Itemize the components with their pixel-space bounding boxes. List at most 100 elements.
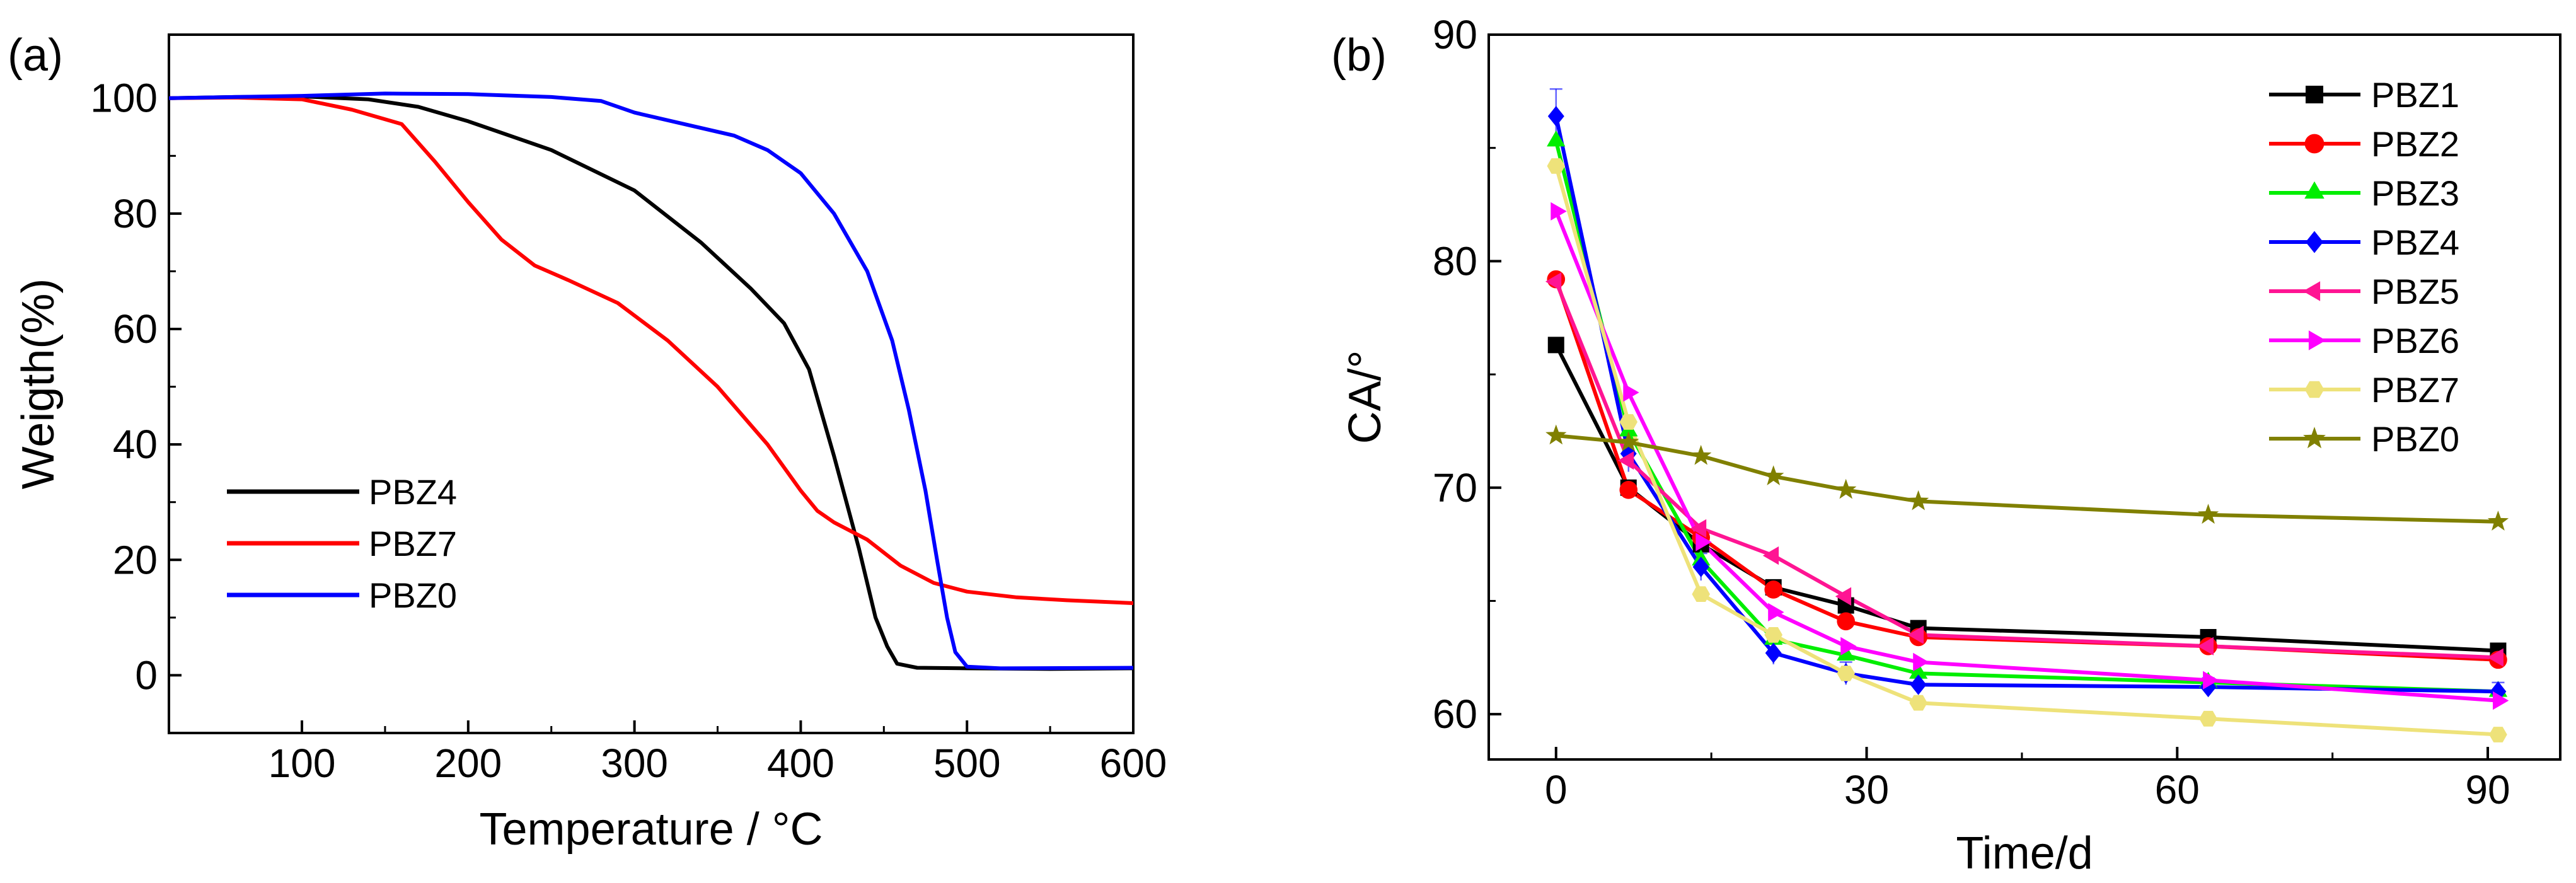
data-point-pbz5 bbox=[2487, 648, 2504, 667]
y-tick-label: 0 bbox=[135, 652, 158, 698]
data-point-pbz5 bbox=[2197, 637, 2214, 655]
panel-b-plot-frame bbox=[1487, 33, 2562, 761]
data-point-pbz0 bbox=[1618, 431, 1639, 452]
data-point-pbz2 bbox=[1764, 580, 1782, 599]
data-point-pbz7 bbox=[1764, 627, 1782, 643]
data-point-pbz7 bbox=[1909, 695, 1927, 711]
data-point-pbz0 bbox=[1835, 478, 1857, 499]
data-point-pbz0 bbox=[1545, 424, 1567, 445]
legend-label: PBZ7 bbox=[2371, 370, 2459, 410]
data-point-pbz6 bbox=[1551, 202, 1567, 221]
series-line-pbz0 bbox=[1556, 434, 2498, 524]
data-point-pbz2 bbox=[1837, 612, 1855, 631]
data-point-pbz5 bbox=[1617, 451, 1634, 470]
data-point-pbz5 bbox=[1907, 625, 1924, 644]
x-tick-label: 300 bbox=[601, 741, 668, 786]
legend-marker-pbz4 bbox=[2306, 231, 2323, 253]
x-tick-label: 90 bbox=[2465, 767, 2510, 812]
data-point-pbz0 bbox=[2197, 504, 2219, 524]
panel-a-y-axis-label: Weigth(%) bbox=[13, 279, 64, 490]
data-point-pbz6 bbox=[1695, 533, 1712, 551]
x-tick-label: 30 bbox=[1844, 767, 1889, 812]
data-point-pbz5 bbox=[1545, 272, 1562, 291]
series-line-pbz4 bbox=[168, 95, 1134, 671]
data-point-pbz0 bbox=[1908, 490, 1929, 511]
legend-marker-pbz5 bbox=[2302, 281, 2321, 301]
data-point-pbz6 bbox=[2203, 671, 2219, 690]
series-line-pbz7 bbox=[168, 95, 1134, 605]
data-point-pbz0 bbox=[2487, 511, 2509, 531]
data-point-pbz4 bbox=[1765, 642, 1782, 664]
panel-a-legend: PBZ4 PBZ7 PBZ0 bbox=[227, 472, 457, 615]
legend-marker-pbz0 bbox=[2303, 427, 2326, 449]
data-point-pbz7 bbox=[1619, 414, 1637, 430]
data-point-pbz5 bbox=[1690, 519, 1707, 538]
panel-a-plot-frame bbox=[168, 33, 1135, 734]
series-line-pbz6 bbox=[1554, 211, 2498, 703]
panel-b-contact-angle-chart: (b) 0 30 60 90 60 70 80 90 PBZ1 PBZ2 PBZ3 PBZ4 PBZ5… bbox=[1331, 12, 2562, 879]
legend-marker-pbz7 bbox=[2304, 381, 2325, 398]
y-tick-label: 60 bbox=[1433, 691, 1477, 737]
legend-label: PBZ3 bbox=[2371, 173, 2459, 213]
series-line-pbz5 bbox=[1554, 280, 2498, 660]
data-point-pbz5 bbox=[1762, 546, 1779, 565]
x-tick-label: 100 bbox=[269, 741, 336, 786]
legend-label: PBZ4 bbox=[369, 472, 457, 512]
panel-b-legend: PBZ1 PBZ2 PBZ3 PBZ4 PBZ5 PBZ6 PBZ7 PBZ0 bbox=[2269, 75, 2459, 459]
data-point-pbz7 bbox=[1547, 158, 1566, 174]
series-line-pbz4 bbox=[1554, 115, 2498, 694]
data-point-pbz0 bbox=[1690, 444, 1712, 465]
legend-marker-pbz6 bbox=[2308, 330, 2326, 350]
x-tick-label: 600 bbox=[1100, 741, 1167, 786]
panel-a-x-axis-label: Temperature / °C bbox=[480, 804, 823, 855]
x-tick-label: 200 bbox=[434, 741, 502, 786]
series-line-pbz3 bbox=[1554, 141, 2498, 694]
data-point-pbz7 bbox=[1837, 666, 1855, 681]
legend-label: PBZ5 bbox=[2371, 272, 2459, 311]
x-tick-label: 0 bbox=[1545, 767, 1568, 812]
data-point-pbz6 bbox=[1768, 603, 1784, 621]
x-tick-label: 500 bbox=[933, 741, 1001, 786]
y-tick-label: 60 bbox=[113, 306, 158, 352]
data-point-pbz6 bbox=[1913, 652, 1929, 672]
data-point-pbz6 bbox=[1623, 383, 1639, 402]
data-point-pbz4 bbox=[1547, 106, 1564, 127]
series-line-pbz7 bbox=[1554, 165, 2498, 737]
panel-b-x-axis-label: Time/d bbox=[1956, 828, 2093, 879]
legend-label: PBZ6 bbox=[2371, 321, 2459, 361]
y-tick-label: 80 bbox=[113, 191, 158, 236]
data-point-pbz7 bbox=[2199, 710, 2217, 727]
data-point-pbz2 bbox=[1619, 481, 1638, 499]
legend-marker-pbz2 bbox=[2304, 134, 2325, 154]
data-point-pbz0 bbox=[1763, 465, 1784, 485]
data-point-pbz3 bbox=[1909, 662, 1928, 679]
legend-label: PBZ7 bbox=[369, 524, 457, 563]
x-tick-label: 400 bbox=[767, 741, 835, 786]
data-point-pbz5 bbox=[1835, 587, 1852, 606]
data-point-pbz6 bbox=[2493, 691, 2509, 710]
legend-label: PBZ0 bbox=[2371, 419, 2459, 459]
y-tick-label: 20 bbox=[113, 537, 158, 582]
legend-marker-pbz3 bbox=[2304, 181, 2325, 199]
data-point-pbz4 bbox=[1910, 674, 1927, 695]
legend-label: PBZ2 bbox=[2371, 124, 2459, 164]
data-point-pbz4 bbox=[1692, 557, 1709, 577]
legend-label: PBZ1 bbox=[2371, 75, 2459, 115]
legend-label: PBZ4 bbox=[2371, 222, 2459, 262]
data-point-pbz7 bbox=[1692, 586, 1710, 602]
series-line-pbz2 bbox=[1554, 279, 2498, 662]
series-line-pbz0 bbox=[168, 91, 1134, 671]
data-point-pbz7 bbox=[2489, 727, 2507, 742]
y-tick-label: 100 bbox=[90, 76, 158, 121]
data-point-pbz3 bbox=[1547, 130, 1566, 147]
legend-marker-pbz1 bbox=[2306, 86, 2323, 103]
data-point-pbz1 bbox=[1547, 337, 1564, 354]
x-tick-label: 60 bbox=[2155, 767, 2200, 812]
data-point-pbz6 bbox=[1840, 637, 1857, 655]
panel-b-label: (b) bbox=[1331, 30, 1387, 81]
y-tick-label: 90 bbox=[1433, 12, 1477, 57]
y-tick-label: 40 bbox=[113, 422, 158, 467]
legend-label: PBZ0 bbox=[369, 575, 457, 615]
y-tick-label: 70 bbox=[1433, 465, 1477, 511]
